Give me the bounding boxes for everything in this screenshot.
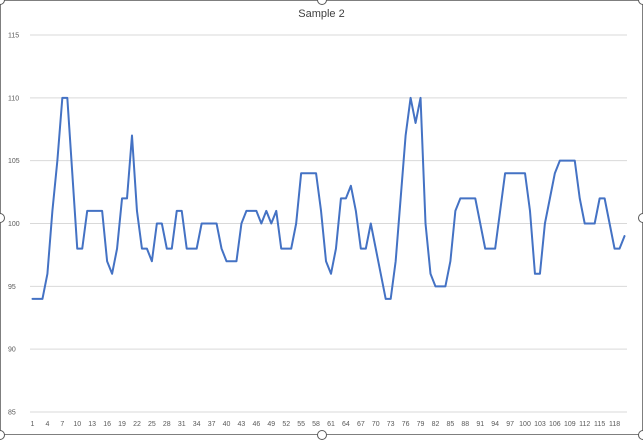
x-tick-label: 91 — [476, 421, 484, 428]
x-tick-label: 40 — [223, 421, 231, 428]
x-tick-label: 88 — [461, 421, 469, 428]
x-tick-label: 16 — [103, 421, 111, 428]
y-tick-label: 110 — [8, 95, 19, 102]
resize-handle-top-right[interactable] — [638, 0, 643, 5]
x-tick-label: 4 — [45, 421, 49, 428]
series-line[interactable] — [31, 96, 626, 300]
resize-handle-middle-right[interactable] — [638, 213, 643, 223]
x-tick-label: 97 — [506, 421, 514, 428]
resize-handle-bottom-center[interactable] — [317, 430, 327, 440]
y-tick-label: 85 — [8, 410, 16, 417]
x-tick-label: 22 — [133, 421, 141, 428]
x-tick-label: 43 — [238, 421, 246, 428]
x-tick-label: 31 — [178, 421, 186, 428]
x-tick-label: 7 — [60, 421, 64, 428]
x-tick-label: 109 — [564, 421, 576, 428]
x-tick-label: 85 — [446, 421, 454, 428]
x-tick-label: 19 — [118, 421, 126, 428]
x-tick-label: 1 — [31, 421, 35, 428]
x-tick-label: 52 — [282, 421, 290, 428]
resize-handle-bottom-left[interactable] — [0, 430, 5, 440]
x-tick-label: 115 — [594, 421, 605, 428]
x-tick-label: 34 — [193, 421, 201, 428]
x-tick-label: 64 — [342, 421, 350, 428]
x-tick-label: 49 — [267, 421, 275, 428]
x-tick-label: 73 — [387, 421, 395, 428]
y-tick-label: 95 — [8, 284, 16, 291]
x-tick-label: 118 — [609, 421, 620, 428]
x-tick-label: 106 — [549, 421, 561, 428]
x-tick-label: 82 — [432, 421, 440, 428]
x-tick-label: 70 — [372, 421, 380, 428]
resize-handle-bottom-right[interactable] — [638, 430, 643, 440]
x-tick-label: 10 — [73, 421, 81, 428]
x-tick-label: 61 — [327, 421, 335, 428]
x-tick-label: 100 — [519, 421, 531, 428]
y-tick-label: 90 — [8, 347, 16, 354]
x-tick-label: 28 — [163, 421, 171, 428]
x-tick-label: 103 — [534, 421, 546, 428]
x-tick-label: 37 — [208, 421, 216, 428]
x-tick-label: 76 — [402, 421, 410, 428]
x-tick-label: 112 — [579, 421, 590, 428]
x-tick-label: 25 — [148, 421, 156, 428]
x-tick-label: 67 — [357, 421, 365, 428]
x-tick-label: 58 — [312, 421, 320, 428]
chart-title: Sample 2 — [298, 8, 345, 20]
y-tick-label: 100 — [8, 221, 20, 228]
x-tick-label: 46 — [252, 421, 260, 428]
y-tick-label: 115 — [8, 33, 19, 40]
x-tick-label: 94 — [491, 421, 499, 428]
x-tick-label: 13 — [88, 421, 96, 428]
x-tick-label: 55 — [297, 421, 305, 428]
y-tick-label: 105 — [8, 158, 20, 165]
x-tick-label: 79 — [417, 421, 425, 428]
